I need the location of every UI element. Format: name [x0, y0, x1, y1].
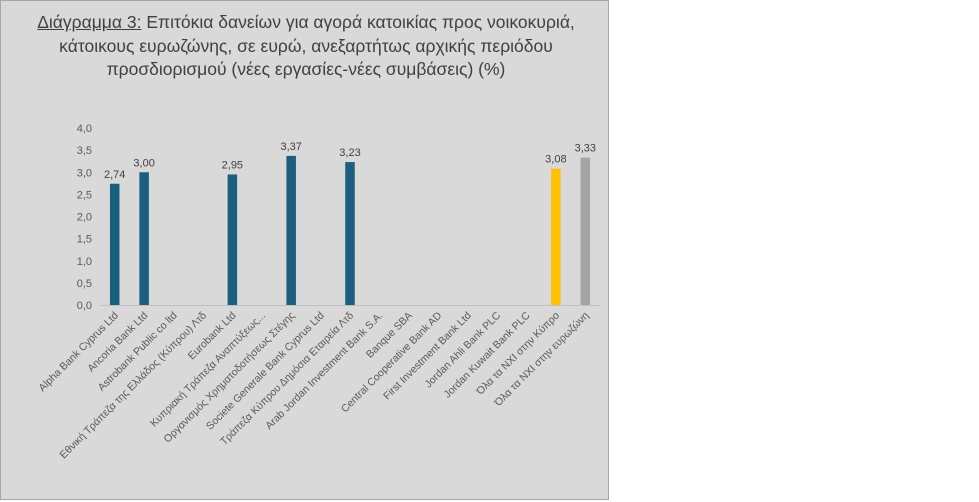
- bar: [109, 183, 120, 305]
- data-label: 2,74: [104, 169, 125, 181]
- data-label: 3,37: [280, 141, 301, 153]
- bar: [551, 168, 561, 305]
- y-tick-label: 2,0: [77, 212, 92, 224]
- bar: [227, 174, 238, 305]
- data-label: 3,00: [133, 157, 154, 169]
- y-tick-label: 1,5: [77, 234, 92, 246]
- bar: [345, 162, 355, 305]
- y-tick-label: 3,0: [77, 167, 92, 179]
- bar: [139, 172, 149, 305]
- chart-title: Διάγραμμα 3: Επιτόκια δανείων για αγορά …: [21, 11, 591, 82]
- y-tick-label: 0,0: [77, 300, 92, 312]
- bar: [580, 157, 591, 305]
- chart-title-text: Επιτόκια δανείων για αγορά κατοικίας προ…: [59, 12, 575, 79]
- y-tick-label: 2,5: [77, 189, 92, 201]
- y-tick-label: 3,5: [77, 145, 92, 157]
- data-label: 3,23: [339, 147, 360, 159]
- bar: [286, 155, 296, 305]
- data-label: 2,95: [222, 159, 243, 171]
- y-tick-label: 1,0: [77, 256, 92, 268]
- chart-title-prefix: Διάγραμμα 3:: [37, 12, 142, 32]
- data-label: 3,08: [545, 154, 566, 166]
- chart-panel: Διάγραμμα 3: Επιτόκια δανείων για αγορά …: [0, 0, 609, 500]
- y-tick-label: 4,0: [77, 123, 92, 135]
- y-tick-label: 0,5: [77, 278, 92, 290]
- data-label: 3,33: [575, 143, 596, 155]
